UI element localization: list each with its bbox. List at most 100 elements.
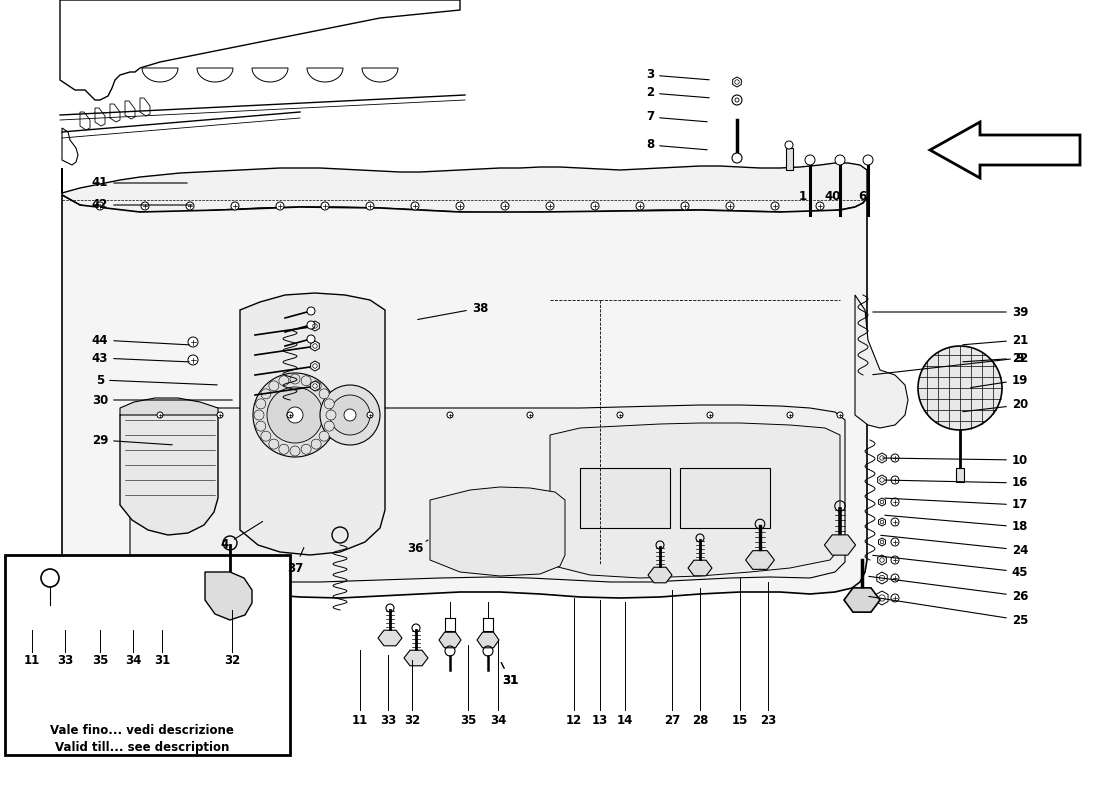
Polygon shape [37, 600, 59, 616]
Circle shape [785, 141, 793, 149]
Text: 24: 24 [881, 535, 1028, 557]
Circle shape [636, 202, 644, 210]
Circle shape [279, 444, 289, 454]
Circle shape [324, 399, 334, 409]
Text: passionforparts.info: passionforparts.info [345, 251, 815, 529]
Circle shape [311, 439, 321, 449]
Circle shape [319, 389, 329, 399]
Polygon shape [688, 560, 712, 576]
Polygon shape [746, 550, 774, 570]
Circle shape [279, 376, 289, 386]
Polygon shape [120, 399, 218, 535]
Circle shape [891, 518, 899, 526]
Text: 11: 11 [352, 714, 368, 726]
Circle shape [287, 407, 303, 423]
Text: 31: 31 [502, 662, 518, 686]
Circle shape [307, 321, 315, 329]
Circle shape [231, 202, 239, 210]
Polygon shape [477, 632, 499, 648]
Text: 42: 42 [91, 198, 192, 211]
Circle shape [617, 412, 623, 418]
Circle shape [307, 335, 315, 343]
Circle shape [367, 412, 373, 418]
Circle shape [681, 202, 689, 210]
Circle shape [771, 202, 779, 210]
Polygon shape [310, 361, 319, 371]
Text: 30: 30 [92, 394, 232, 406]
Polygon shape [879, 518, 886, 526]
Polygon shape [930, 122, 1080, 178]
Text: 15: 15 [732, 714, 748, 726]
Polygon shape [57, 610, 79, 626]
Text: 22: 22 [962, 351, 1028, 365]
Text: 1: 1 [799, 190, 807, 202]
Circle shape [918, 346, 1002, 430]
Circle shape [256, 399, 266, 409]
Polygon shape [310, 321, 319, 331]
Circle shape [261, 431, 271, 441]
Text: 25: 25 [869, 597, 1028, 626]
Circle shape [324, 421, 334, 431]
Circle shape [891, 556, 899, 564]
Circle shape [311, 381, 321, 391]
Circle shape [732, 95, 742, 105]
Circle shape [254, 410, 264, 420]
Bar [6, 555, 290, 755]
Text: 085: 085 [629, 418, 712, 482]
Circle shape [411, 202, 419, 210]
Polygon shape [878, 475, 887, 485]
Text: 31: 31 [154, 654, 170, 666]
Text: Vale fino... vedi descrizione: Vale fino... vedi descrizione [51, 723, 234, 737]
Circle shape [326, 410, 336, 420]
Circle shape [805, 155, 815, 165]
Polygon shape [120, 398, 218, 415]
Text: 2: 2 [646, 86, 710, 99]
Text: 33: 33 [379, 714, 396, 726]
Text: 5: 5 [96, 374, 217, 386]
Circle shape [307, 307, 315, 315]
Circle shape [527, 412, 534, 418]
Text: 7: 7 [646, 110, 707, 123]
Circle shape [891, 538, 899, 546]
Circle shape [287, 412, 293, 418]
Circle shape [835, 155, 845, 165]
Circle shape [732, 153, 742, 163]
Text: 12: 12 [565, 714, 582, 726]
Text: 8: 8 [646, 138, 707, 151]
Circle shape [157, 412, 163, 418]
Circle shape [268, 439, 278, 449]
Bar [786, 148, 793, 170]
Circle shape [546, 202, 554, 210]
Text: 34: 34 [124, 654, 141, 666]
Polygon shape [550, 423, 840, 578]
Bar [580, 468, 670, 528]
Circle shape [267, 387, 323, 443]
Text: 35: 35 [460, 714, 476, 726]
Circle shape [261, 389, 271, 399]
Text: 26: 26 [869, 576, 1028, 602]
Text: 39: 39 [872, 306, 1028, 318]
Circle shape [786, 412, 793, 418]
Text: 34: 34 [490, 714, 506, 726]
Polygon shape [879, 498, 886, 506]
Polygon shape [62, 163, 867, 213]
Text: 23: 23 [760, 714, 777, 726]
Text: 11: 11 [24, 654, 40, 666]
Polygon shape [824, 535, 856, 555]
Circle shape [726, 202, 734, 210]
Circle shape [891, 498, 899, 506]
Circle shape [290, 446, 300, 456]
Text: 4: 4 [221, 522, 263, 551]
Polygon shape [439, 632, 461, 648]
Polygon shape [240, 293, 385, 555]
Circle shape [186, 202, 194, 210]
Circle shape [188, 355, 198, 365]
Text: 17: 17 [884, 498, 1028, 511]
Text: Valid till... see description: Valid till... see description [55, 742, 229, 754]
Text: 13: 13 [592, 714, 608, 726]
Text: 38: 38 [418, 302, 488, 319]
Circle shape [141, 202, 149, 210]
Circle shape [256, 421, 266, 431]
Circle shape [344, 409, 356, 421]
Circle shape [735, 98, 739, 102]
